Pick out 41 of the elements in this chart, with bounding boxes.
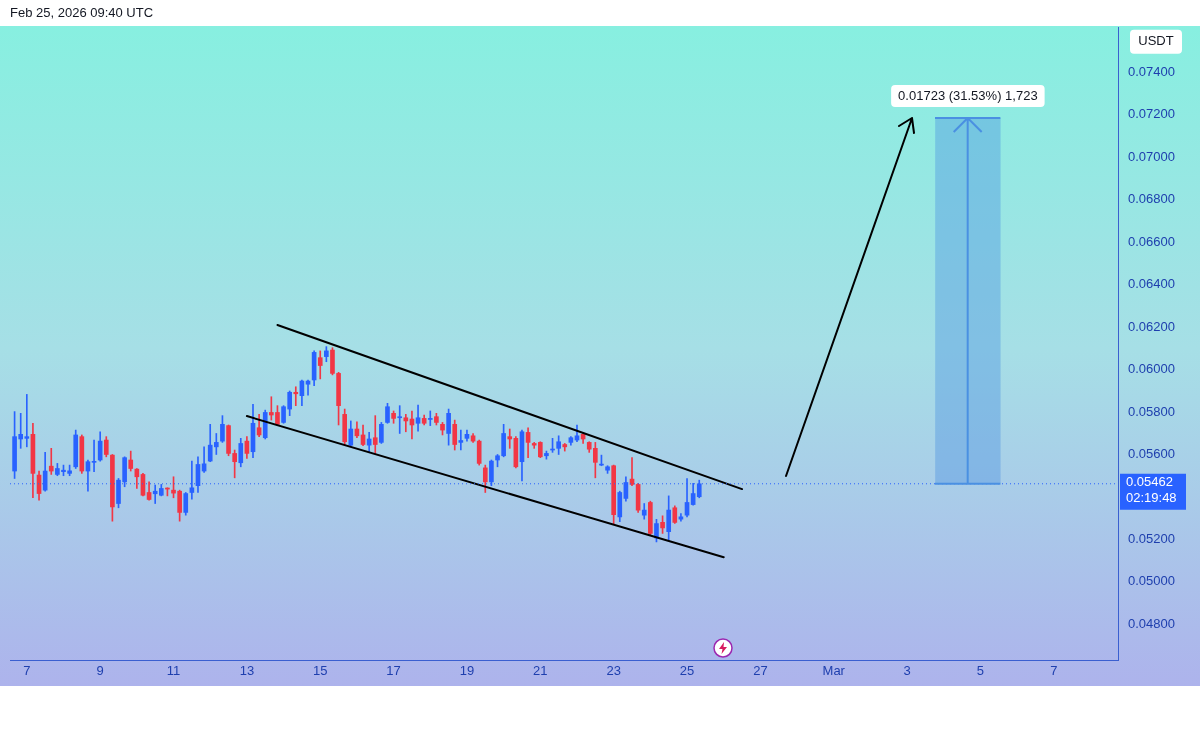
- candlestick: [507, 428, 513, 449]
- x-tick-label: 19: [459, 662, 475, 678]
- candlestick: [293, 386, 299, 406]
- y-tick-label: 0.06800: [1128, 191, 1175, 207]
- band-label: 0.01723 (31.53%) 1,723: [898, 87, 1038, 103]
- candlestick: [91, 439, 97, 473]
- y-tick-label: 0.05600: [1128, 446, 1175, 462]
- ref-line-label: 0.05462 02:19:48: [1126, 474, 1177, 506]
- y-tick-label: 0.05200: [1128, 530, 1175, 546]
- x-tick-label: 9: [96, 662, 104, 678]
- candlestick: [458, 429, 464, 451]
- candlestick: [397, 405, 403, 434]
- x-tick-label: 15: [313, 662, 328, 678]
- x-tick-label: 13: [239, 662, 255, 678]
- y-tick-label: 0.04800: [1128, 615, 1175, 631]
- y-tick-label: 0.07000: [1128, 148, 1175, 164]
- y-tick-label: 0.07200: [1128, 106, 1175, 122]
- x-tick-label: 11: [166, 662, 181, 678]
- candlestick: [427, 410, 433, 426]
- x-tick-label: 27: [753, 662, 768, 678]
- x-tick-label: Mar: [822, 662, 846, 678]
- text: Feb 25, 2026 09:40 UTC: [9, 5, 154, 20]
- x-tick-label: 23: [606, 662, 621, 678]
- y-tick-label: 0.05800: [1128, 403, 1175, 419]
- y-tick-label: 0.06600: [1128, 233, 1175, 249]
- y-tick-label: 0.06000: [1128, 361, 1175, 377]
- x-tick-label: 7: [1050, 662, 1058, 678]
- y-axis-title: USDT: [1138, 33, 1174, 49]
- candlestick: [403, 414, 409, 433]
- x-tick-label: 17: [386, 662, 401, 678]
- x-tick-label: 21: [533, 662, 548, 678]
- y-tick-label: 0.06200: [1128, 318, 1175, 334]
- candlestick: [372, 415, 378, 454]
- x-tick-label: 25: [679, 662, 695, 678]
- y-tick-label: 0.07400: [1128, 63, 1175, 79]
- x-tick-label: 7: [23, 662, 31, 678]
- x-tick-label: 5: [976, 662, 985, 678]
- y-tick-label: 0.05000: [1128, 573, 1175, 589]
- y-tick-label: 0.06400: [1128, 276, 1175, 292]
- candlestick: [48, 448, 54, 475]
- x-tick-label: 3: [903, 662, 911, 678]
